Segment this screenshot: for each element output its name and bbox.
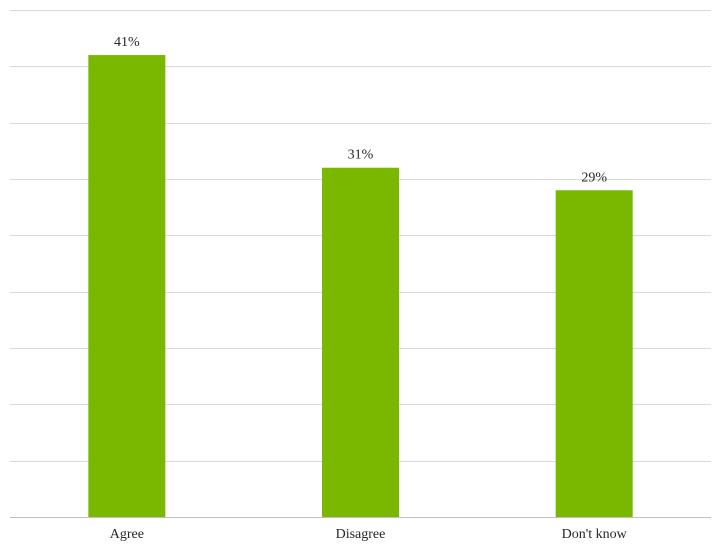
x-tick-label: Agree	[110, 527, 144, 542]
data-label: 31%	[348, 148, 374, 163]
bar	[555, 190, 633, 517]
bar	[322, 167, 399, 517]
data-labels: 41% 31% 29%	[114, 35, 607, 185]
bars	[88, 55, 633, 518]
bar	[88, 55, 166, 518]
data-label: 29%	[581, 170, 607, 185]
x-tick-label: Disagree	[336, 527, 386, 542]
data-label: 41%	[114, 35, 140, 50]
x-axis-tick-labels: Agree Disagree Don't know	[110, 527, 628, 542]
x-tick-label: Don't know	[562, 527, 628, 542]
